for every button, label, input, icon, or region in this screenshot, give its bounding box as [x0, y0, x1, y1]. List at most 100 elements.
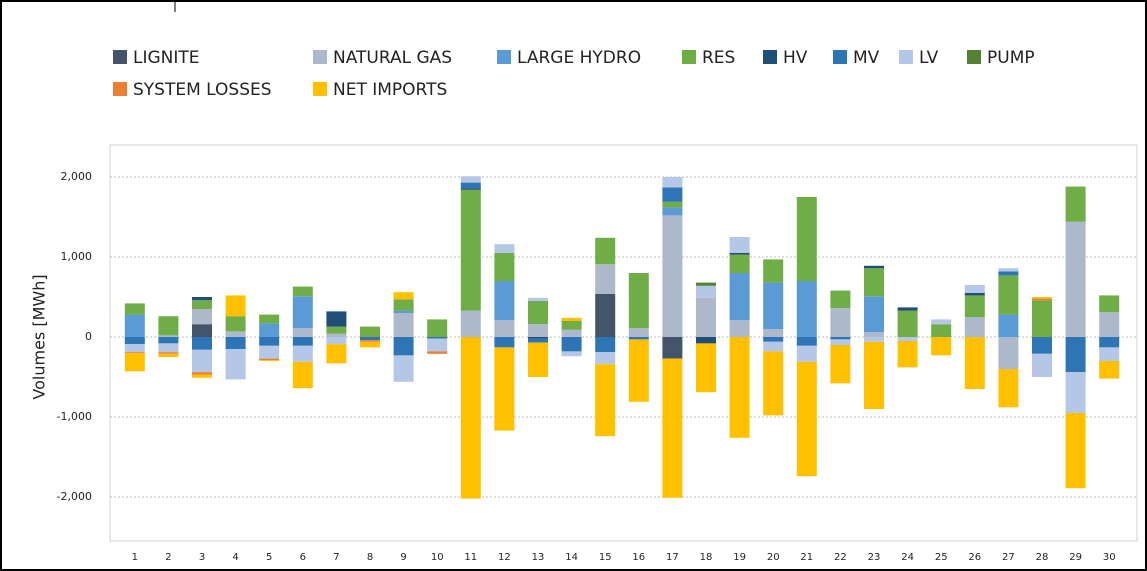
- bar-segment: [1065, 413, 1086, 489]
- bar-segment: [225, 331, 246, 337]
- bar-segment: [225, 295, 246, 317]
- bar-segment: [1032, 298, 1052, 301]
- bar-segment: [864, 341, 884, 409]
- bar-segment: [696, 337, 716, 344]
- bar-segment: [124, 344, 145, 353]
- bar-segment: [696, 297, 716, 337]
- bar-segment: [528, 324, 548, 337]
- bar-segment: [561, 337, 582, 352]
- bar-segment: [192, 374, 212, 378]
- bar-segment: [393, 299, 414, 311]
- bar-segment: [158, 343, 179, 353]
- bar-segment: [460, 176, 481, 183]
- x-tick-label: 30: [1103, 552, 1116, 563]
- bar-segment: [326, 326, 347, 334]
- bar-segment: [998, 314, 1019, 337]
- bar-segment: [561, 351, 582, 357]
- bar-segment: [561, 317, 582, 321]
- bar-segment: [192, 309, 212, 325]
- bar-segment: [628, 328, 649, 337]
- bar-segment: [796, 361, 817, 477]
- bar-segment: [158, 335, 179, 337]
- bar-segment: [595, 364, 616, 437]
- x-tick-label: 21: [800, 552, 813, 563]
- bar-segment: [964, 295, 985, 317]
- bar-segment: [393, 313, 414, 337]
- bar-segment: [460, 182, 481, 189]
- legend-swatch: [899, 50, 913, 64]
- bar-segment: [1032, 337, 1052, 354]
- bar-segment: [460, 188, 481, 190]
- bar-segment: [192, 300, 212, 309]
- bar-segment: [292, 296, 313, 329]
- bar-segment: [696, 282, 716, 286]
- bar-segment: [897, 341, 918, 368]
- bar-segment: [931, 337, 952, 356]
- y-tick-label: -1,000: [57, 410, 92, 423]
- bar-segment: [326, 344, 347, 364]
- bar-segment: [259, 358, 280, 361]
- bar-segment: [494, 347, 515, 431]
- x-tick-label: 4: [232, 552, 238, 563]
- x-tick-label: 9: [400, 552, 406, 563]
- bar-segment: [326, 333, 347, 337]
- bar-segment: [595, 352, 616, 365]
- x-tick-label: 7: [333, 552, 339, 563]
- legend-swatch: [763, 50, 777, 64]
- legend-swatch: [313, 50, 327, 64]
- bar-segment: [897, 307, 918, 311]
- bar-segment: [360, 341, 380, 348]
- legend-swatch: [967, 50, 981, 64]
- bar-segment: [460, 189, 481, 311]
- bar-segment: [124, 353, 145, 372]
- bar-segment: [1065, 186, 1086, 222]
- y-tick-label: 0: [85, 330, 92, 343]
- bar-segment: [729, 273, 750, 321]
- bar-segment: [1065, 372, 1086, 413]
- bar-segment: [830, 339, 851, 345]
- bar-segment: [1065, 221, 1086, 337]
- x-tick-label: 16: [632, 552, 645, 563]
- bar-segment: [259, 314, 280, 324]
- bar-segment: [292, 361, 313, 389]
- legend-swatch: [497, 50, 511, 64]
- bar-segment: [729, 253, 750, 255]
- bar-segment: [494, 253, 515, 281]
- bar-segment: [494, 320, 515, 337]
- bar-segment: [864, 332, 884, 337]
- legend-label: LV: [919, 48, 939, 68]
- legend-label: HV: [783, 48, 808, 68]
- bar-segment: [494, 337, 515, 348]
- y-axis-label: Volumes [MWh]: [30, 274, 49, 399]
- bar-segment: [528, 301, 548, 325]
- x-tick-label: 2: [165, 552, 171, 563]
- bar-segment: [1099, 361, 1120, 379]
- bar-segment: [561, 329, 582, 337]
- bar-segment: [998, 271, 1019, 276]
- bar-segment: [998, 337, 1019, 369]
- bar-segment: [662, 187, 683, 202]
- legend-label: LARGE HYDRO: [517, 48, 641, 68]
- bar-segment: [1032, 300, 1052, 337]
- bar-segment: [796, 345, 817, 362]
- bar-segment: [696, 285, 716, 298]
- legend-label: LIGNITE: [133, 48, 200, 68]
- bar-segment: [259, 323, 280, 337]
- bar-segment: [763, 341, 784, 352]
- bar-segment: [292, 345, 313, 362]
- bar-segment: [292, 286, 313, 297]
- legend-label: NATURAL GAS: [333, 48, 452, 68]
- bar-segment: [830, 337, 851, 340]
- bar-segment: [292, 328, 313, 337]
- x-tick-label: 11: [464, 552, 477, 563]
- legend-swatch: [113, 82, 127, 96]
- x-tick-label: 5: [266, 552, 272, 563]
- legend-label: NET IMPORTS: [333, 80, 447, 100]
- x-tick-label: 12: [498, 552, 511, 563]
- bar-segment: [662, 207, 683, 216]
- bar-segment: [460, 310, 481, 337]
- bar-segment: [628, 273, 649, 329]
- bar-segment: [1099, 337, 1120, 348]
- bar-segment: [192, 324, 212, 337]
